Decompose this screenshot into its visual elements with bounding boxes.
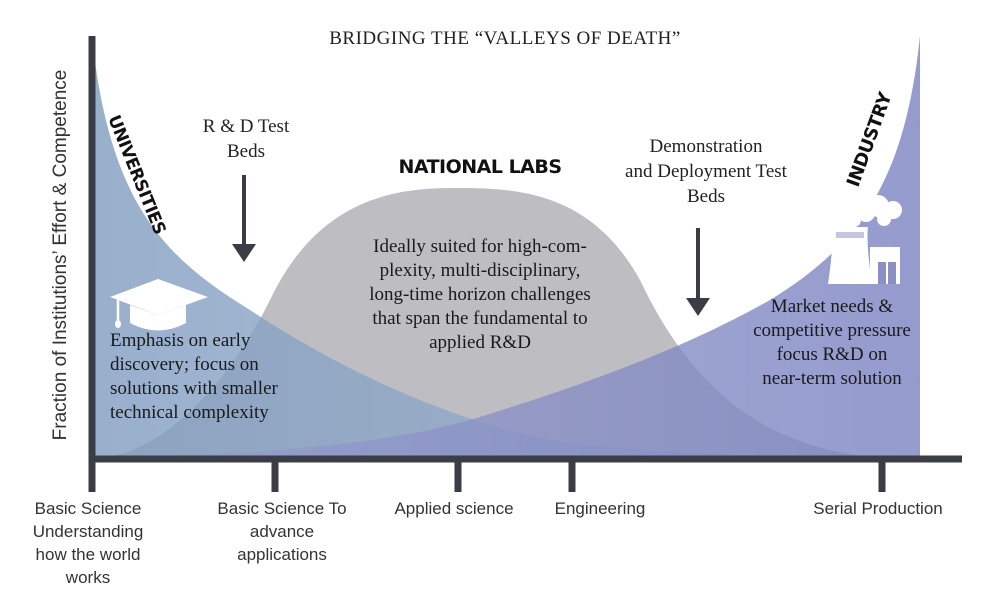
- x-tick-label-line: Understanding: [33, 522, 144, 541]
- labs-text-line: applied R&D: [429, 332, 531, 353]
- uni-text-line: Emphasis on early: [110, 330, 251, 351]
- x-tick-label: Engineering: [555, 499, 646, 518]
- x-tick-label-line: Serial Production: [813, 499, 942, 518]
- x-axis-tick-labels: Basic Science Understanding how the world w…: [33, 499, 943, 587]
- labs-text-line: plexity, multi-disciplinary,: [380, 260, 581, 281]
- rd-test-beds-arrow: [232, 175, 256, 262]
- demo-text-line: Demonstration: [650, 136, 763, 157]
- factory-icon: [828, 195, 902, 284]
- industry-description: Market needs & competitive pressure focus …: [753, 296, 911, 389]
- rd-test-beds-label: R & D Test Beds: [203, 116, 290, 162]
- ind-text-line: focus R&D on: [777, 344, 888, 365]
- demo-test-beds-arrow: [686, 228, 710, 316]
- x-tick-label-line: Applied science: [394, 499, 513, 518]
- x-tick-label: Basic Science To advance applications: [217, 499, 346, 564]
- labs-text-line: that span the fundamental to: [372, 308, 587, 329]
- x-tick-label-line: works: [65, 568, 110, 587]
- labs-text-line: Ideally suited for high-com-: [373, 236, 587, 257]
- demo-text-line: and Deployment Test: [625, 161, 788, 182]
- national-labs-description: Ideally suited for high-com-plexity, mul…: [369, 236, 591, 353]
- rd-text-line: Beds: [227, 141, 265, 162]
- demo-test-beds-label: Demonstration and Deployment Test Beds: [625, 136, 788, 207]
- x-tick-label-line: Basic Science: [35, 499, 142, 518]
- x-tick-label-line: Basic Science To: [217, 499, 346, 518]
- uni-text-line: technical complexity: [110, 402, 269, 423]
- universities-curve: [92, 38, 880, 458]
- diagram-title: BRIDGING THE “VALLEYS OF DEATH”: [329, 28, 681, 49]
- x-tick-label-line: advance: [250, 522, 314, 541]
- x-tick-label: Applied science: [394, 499, 513, 518]
- ind-text-line: Market needs &: [771, 296, 894, 317]
- labs-text-line: long-time horizon challenges: [369, 284, 591, 305]
- national-labs-label: NATIONAL LABS: [398, 156, 561, 178]
- uni-text-line: discovery; focus on: [110, 354, 259, 375]
- ind-text-line: near-term solution: [762, 368, 902, 389]
- x-tick-label: Basic Science Understanding how the world w…: [33, 499, 144, 587]
- uni-text-line: solutions with smaller: [110, 378, 279, 399]
- x-tick-label-line: applications: [237, 545, 327, 564]
- x-tick-label-line: how the world: [36, 545, 141, 564]
- ind-text-line: competitive pressure: [753, 320, 911, 341]
- industry-curve: [92, 36, 920, 458]
- universities-description: Emphasis on early discovery; focus on solu…: [110, 330, 279, 423]
- x-tick-label: Serial Production: [813, 499, 942, 518]
- x-tick-label-line: Engineering: [555, 499, 646, 518]
- y-axis-label: Fraction of Institutions’ Effort & Compe…: [50, 70, 71, 441]
- demo-text-line: Beds: [687, 186, 725, 207]
- graduation-cap-icon: [110, 279, 208, 331]
- x-axis-ticks: [88, 459, 886, 492]
- rd-text-line: R & D Test: [203, 116, 290, 137]
